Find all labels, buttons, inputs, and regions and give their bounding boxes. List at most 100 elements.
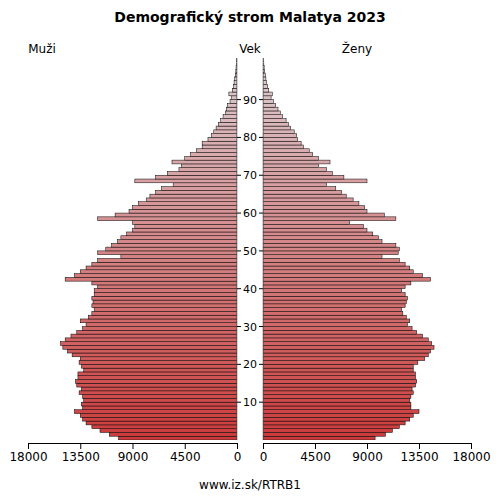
tick-mark (237, 250, 241, 251)
bar (196, 149, 237, 153)
axis-title: Vek (239, 42, 261, 56)
bar (71, 334, 237, 338)
bar (263, 221, 350, 225)
bar (167, 171, 237, 175)
tick-label: 13500 (62, 450, 100, 464)
bar (172, 160, 237, 164)
bar (263, 232, 373, 236)
bar (81, 364, 237, 368)
tick-label: 18000 (9, 450, 47, 464)
x-axis: 0450090001350018000 (260, 443, 491, 464)
bar (263, 141, 301, 145)
tick-mark (259, 137, 263, 138)
bar (263, 368, 413, 372)
bar (263, 103, 276, 107)
bar (263, 398, 410, 402)
bar (263, 292, 405, 296)
bar (263, 372, 416, 376)
bar (263, 330, 417, 334)
bar (263, 270, 413, 274)
tick-label: 50 (243, 245, 257, 258)
bar (263, 296, 407, 300)
bar (263, 391, 413, 395)
bar (211, 134, 237, 138)
tick-label: 13500 (400, 450, 438, 464)
bars (61, 58, 237, 440)
bar (263, 274, 422, 278)
bar (65, 277, 237, 281)
bar (263, 285, 405, 289)
bar (263, 213, 384, 217)
bar (263, 319, 410, 323)
bar (263, 323, 407, 327)
bar (83, 417, 237, 421)
bar (263, 217, 396, 221)
bar (92, 425, 237, 429)
bar (94, 308, 237, 312)
bar (263, 436, 375, 440)
tick-mark (259, 213, 263, 214)
bar (65, 338, 237, 342)
bar (80, 414, 237, 418)
bar (83, 406, 237, 410)
bar (263, 304, 405, 308)
bar (231, 96, 237, 100)
bar (80, 270, 237, 274)
bar (263, 357, 425, 361)
tick-label: 90 (243, 94, 257, 107)
bar (263, 122, 288, 126)
bar (133, 228, 238, 232)
bar (263, 111, 280, 115)
bar (263, 281, 411, 285)
chart: Demografický strom Malatya 2023MužiŽenyV… (0, 0, 500, 500)
series-label: Muži (28, 42, 56, 56)
bar (80, 357, 237, 361)
bar (263, 100, 273, 104)
bar (263, 308, 402, 312)
bar (191, 153, 237, 157)
bar (83, 327, 237, 331)
bar (263, 115, 283, 119)
bar (179, 168, 237, 172)
bar (263, 209, 367, 213)
tick-label: 9000 (352, 450, 383, 464)
tick-label: 10 (243, 396, 257, 409)
bar (181, 164, 237, 168)
bar (263, 145, 303, 149)
bar (263, 175, 344, 179)
tick: 9000 (118, 443, 149, 464)
tick: 4500 (170, 443, 201, 464)
bar (208, 137, 237, 141)
bar (156, 175, 237, 179)
bar (263, 206, 365, 210)
bar (84, 368, 237, 372)
tick-label: 80 (243, 131, 257, 144)
bar (263, 156, 318, 160)
tick: 18000 (9, 443, 47, 464)
bar (263, 300, 406, 304)
tick: 0 (234, 443, 242, 464)
bar (263, 126, 291, 130)
bar (263, 387, 412, 391)
bar (79, 391, 237, 395)
bar (229, 92, 237, 96)
tick-mark (80, 443, 81, 449)
tick: 0 (260, 443, 268, 464)
bar (214, 130, 237, 134)
bar (146, 198, 237, 202)
tick-mark (28, 443, 29, 449)
bar (263, 190, 342, 194)
bar (86, 266, 237, 270)
bar (106, 247, 237, 251)
footer: www.iz.sk/RTRB1 (199, 478, 301, 492)
tick-mark (237, 99, 241, 100)
bar (263, 402, 411, 406)
bar (74, 274, 237, 278)
bar (263, 153, 313, 157)
tick-mark (185, 443, 186, 449)
tick-label: 18000 (452, 450, 490, 464)
bar (263, 73, 265, 77)
bar (162, 187, 237, 191)
bar (98, 285, 237, 289)
bar (263, 130, 294, 134)
